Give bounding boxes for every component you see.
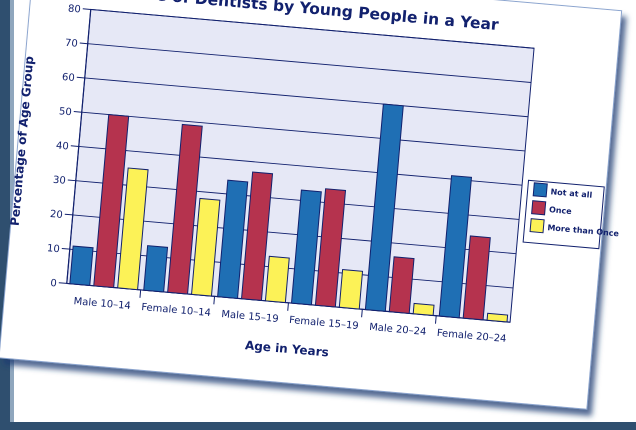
- window-frame-bottom: [0, 422, 636, 430]
- bar: [117, 167, 149, 291]
- y-tick-label: 50: [58, 106, 72, 118]
- y-tick-mark: [61, 247, 70, 250]
- gridline: [69, 248, 514, 289]
- x-tick-mark: [435, 315, 437, 324]
- y-tick-label: 30: [53, 175, 67, 187]
- x-tick-mark: [287, 302, 289, 311]
- y-tick-mark: [76, 76, 85, 79]
- bar: [486, 312, 509, 323]
- gridline: [90, 9, 535, 49]
- bar: [143, 245, 169, 293]
- bar: [69, 245, 94, 286]
- y-tick-label: 60: [61, 72, 75, 84]
- bar: [388, 256, 415, 314]
- legend-label: Not at all: [550, 187, 593, 200]
- bar: [364, 103, 404, 312]
- y-tick-mark: [73, 111, 82, 113]
- gridline: [84, 77, 529, 118]
- bar: [191, 197, 221, 297]
- y-tick-mark: [70, 145, 79, 147]
- x-tick-mark: [361, 309, 363, 318]
- bar: [462, 235, 491, 321]
- bar: [338, 269, 364, 310]
- x-tick-label: Male 15–19: [221, 309, 279, 325]
- x-tick-label: Male 20–24: [369, 322, 427, 338]
- gridline: [72, 214, 517, 255]
- y-tick-label: 20: [50, 209, 64, 221]
- bar: [93, 114, 130, 289]
- y-tick-mark: [79, 42, 88, 45]
- y-tick-label: 10: [47, 243, 61, 255]
- y-tick-label: 40: [55, 140, 69, 152]
- gridline: [81, 111, 526, 152]
- y-tick-label: 0: [50, 278, 57, 290]
- y-axis-ticks: 0 10 20 30 40 50 60 70 80: [47, 4, 91, 290]
- legend-label: Once: [549, 205, 573, 216]
- y-axis: [66, 9, 92, 284]
- legend-swatch: [532, 182, 548, 198]
- gridline: [87, 43, 532, 83]
- x-tick-mark: [213, 296, 216, 305]
- bar: [412, 302, 435, 317]
- x-tick-label: Male 10–14: [73, 296, 131, 312]
- y-tick-label: 70: [64, 38, 78, 50]
- gridlines: [69, 9, 535, 289]
- gridline: [78, 145, 523, 186]
- y-tick-mark: [58, 282, 67, 284]
- legend-swatch: [531, 200, 547, 216]
- legend-swatch: [529, 218, 545, 234]
- bar: [240, 171, 274, 301]
- window-frame-left: [0, 0, 10, 430]
- x-tick-mark: [139, 289, 142, 298]
- bar: [438, 175, 473, 319]
- bar: [167, 123, 203, 295]
- y-tick-mark: [82, 8, 91, 10]
- bar: [290, 189, 322, 306]
- y-tick-mark: [64, 213, 73, 216]
- gridline: [75, 180, 520, 220]
- bars: [69, 103, 509, 323]
- bar: [314, 188, 347, 308]
- y-tick-mark: [67, 179, 76, 182]
- bar: [264, 255, 290, 304]
- y-tick-label: 80: [67, 4, 81, 16]
- bar: [217, 179, 249, 299]
